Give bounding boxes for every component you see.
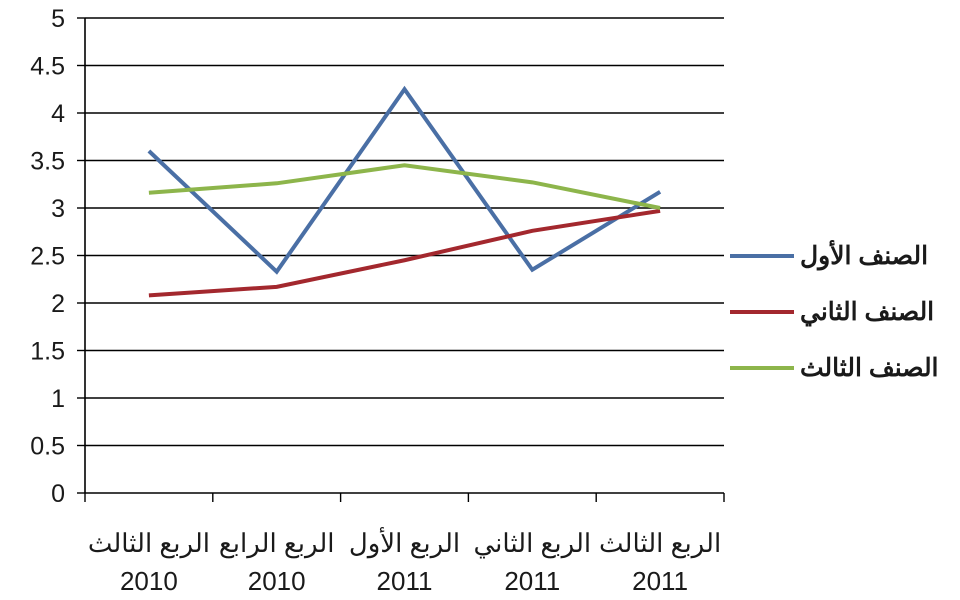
series-line-1 (147, 85, 662, 275)
y-tick-label: 4.5 (30, 53, 65, 81)
legend-label: الصنف الأول (800, 242, 929, 270)
y-tick-label: 4 (51, 100, 65, 128)
series-lines (147, 85, 662, 298)
legend-swatch (730, 310, 794, 314)
x-tick-label-quarter: الربع الثاني (473, 528, 591, 559)
x-axis-ticks: الربع الثالث 2010 الربع الرابع 2010 الربع ال… (84, 493, 725, 596)
y-tick-label: 3.5 (30, 148, 65, 176)
x-tick-label-quarter: الربع الثالث (88, 528, 210, 559)
legend-label: الصنف الثالث (800, 354, 939, 382)
x-tick-label-year: 2010 (120, 566, 178, 596)
y-tick-label: 0.5 (30, 433, 65, 461)
legend: الصنف الأول الصنف الثاني الصنف الثالث (730, 228, 960, 396)
legend-swatch (730, 254, 794, 258)
x-tick-label-quarter: الربع الأول (349, 526, 460, 559)
y-tick-label: 2.5 (30, 243, 65, 271)
y-tick-label: 5 (51, 5, 65, 33)
x-tick-label-year: 2011 (377, 566, 433, 596)
y-tick-label: 0 (51, 480, 65, 508)
x-tick-label-quarter: الربع الثالث (599, 528, 721, 559)
legend-item-1: الصنف الأول (730, 228, 960, 284)
legend-item-2: الصنف الثاني (730, 284, 960, 340)
x-tick-label-year: 2011 (504, 566, 560, 596)
y-axis-ticks: 0 0.5 1 1.5 2 2.5 3 3.5 4 4.5 5 (30, 5, 85, 508)
gridlines (85, 17, 724, 447)
x-tick-label-quarter: الربع الرابع (219, 528, 335, 559)
y-tick-label: 1 (51, 385, 65, 413)
x-tick-label-year: 2011 (632, 566, 688, 596)
legend-label: الصنف الثاني (800, 298, 935, 326)
y-tick-label: 1.5 (30, 338, 65, 366)
legend-item-3: الصنف الثالث (730, 340, 960, 396)
y-tick-label: 2 (51, 290, 65, 318)
y-tick-label: 3 (51, 195, 65, 223)
series-line-3 (148, 163, 661, 210)
x-tick-label-year: 2010 (248, 566, 306, 596)
legend-swatch (730, 366, 794, 370)
